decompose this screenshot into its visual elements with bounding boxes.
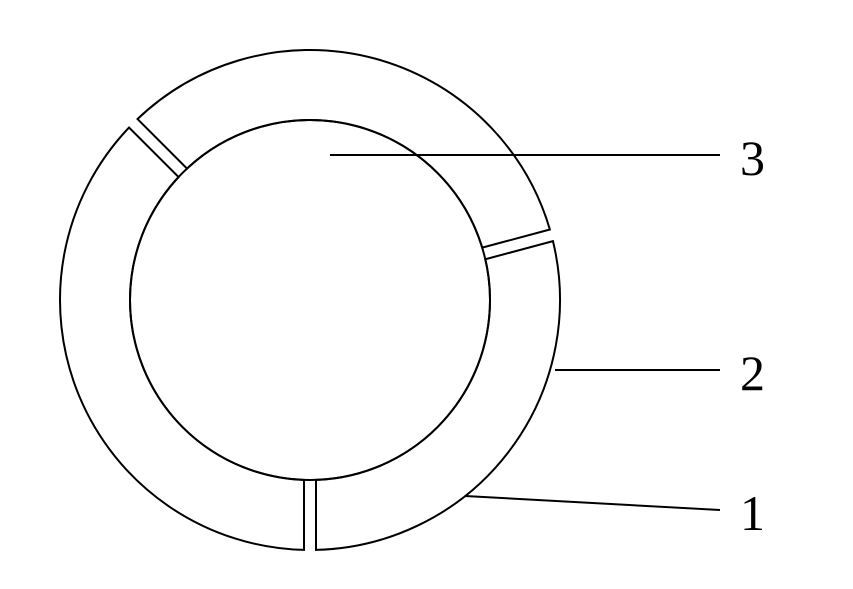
segmented-ring	[60, 50, 560, 550]
labels-group: 3 2 1	[330, 130, 765, 541]
outer-ring-label: 1	[740, 485, 765, 541]
ring-segment	[60, 128, 304, 550]
inner-circle-label: 3	[740, 130, 765, 186]
ring-segment	[138, 50, 550, 248]
ring-segment	[316, 241, 560, 550]
technical-diagram: 3 2 1	[0, 0, 853, 589]
inner-circle	[130, 120, 490, 480]
leader-line	[465, 496, 720, 510]
ring-gap-label: 2	[740, 345, 765, 401]
